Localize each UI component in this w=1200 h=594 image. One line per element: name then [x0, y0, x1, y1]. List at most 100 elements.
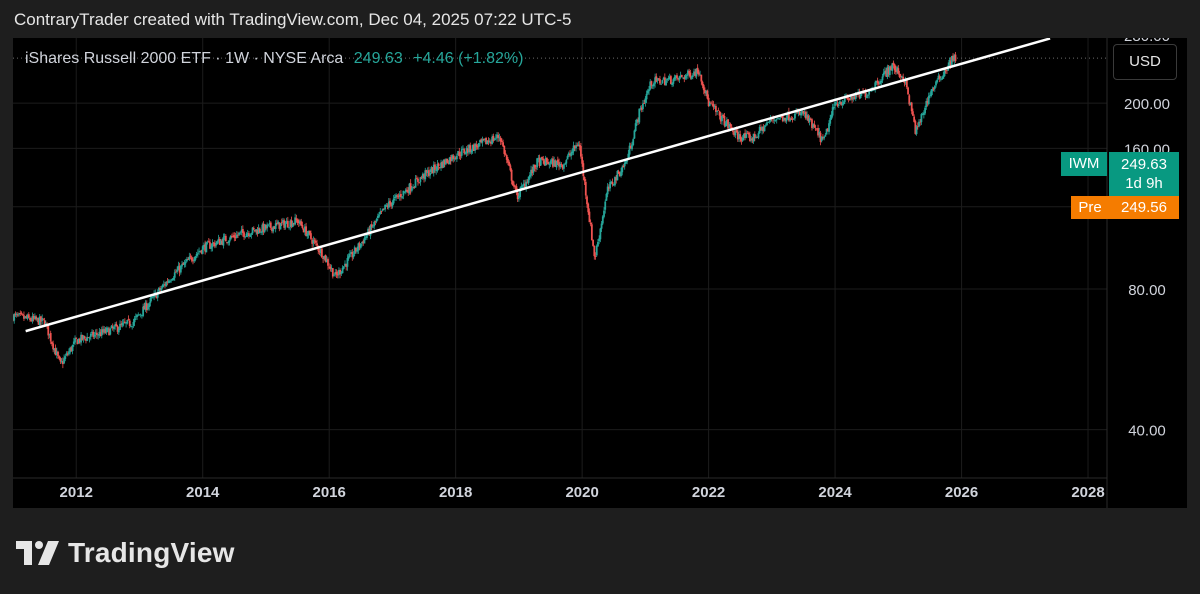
trendline[interactable]	[25, 38, 1051, 333]
candle-body	[108, 328, 110, 336]
candle-body	[524, 183, 526, 188]
candle-body	[127, 319, 130, 321]
candle-body	[798, 111, 801, 115]
candle-body	[775, 119, 778, 121]
candle-body	[150, 297, 153, 298]
candle-body	[60, 361, 63, 362]
candle-body	[227, 241, 230, 243]
candle-body	[932, 88, 935, 90]
candle-body	[690, 77, 693, 79]
candle-body	[927, 95, 930, 105]
candle-body	[138, 314, 141, 316]
candle-body	[223, 236, 226, 238]
candle-body	[498, 137, 501, 139]
candle-body	[652, 83, 655, 87]
candle-body	[948, 59, 951, 67]
candle-body	[171, 279, 174, 281]
candle-body	[621, 166, 624, 173]
candle-body	[234, 236, 237, 239]
x-tick-label: 2012	[60, 484, 93, 501]
candle-body	[445, 159, 447, 165]
candle-body	[280, 222, 283, 223]
candle-body	[661, 80, 664, 84]
candle-body	[837, 104, 840, 106]
candle-body	[643, 103, 646, 104]
candle-body	[503, 145, 506, 154]
candle-body	[550, 159, 553, 162]
candle-body	[880, 80, 883, 83]
candle-body	[277, 221, 280, 225]
candle-body	[533, 164, 536, 168]
candle-body	[828, 123, 830, 132]
candle-body	[385, 205, 388, 207]
candle-body	[48, 333, 51, 335]
chart-canvas[interactable]: 280.00200.00160.00120.0080.0040.00201220…	[13, 38, 1187, 508]
candle-body	[713, 106, 716, 108]
candle-body	[286, 220, 289, 228]
candle-body	[704, 89, 706, 94]
candle-body	[807, 115, 810, 122]
candle-body	[94, 332, 97, 334]
candle-body	[80, 334, 83, 343]
candle-body	[155, 293, 158, 299]
candle-body	[217, 238, 220, 242]
candle-body	[732, 130, 734, 132]
candle-body	[409, 183, 412, 191]
candle-body	[655, 76, 658, 82]
candle-body	[454, 157, 457, 159]
candle-body	[570, 152, 573, 156]
candle-body	[446, 158, 449, 163]
candle-body	[564, 163, 567, 165]
candle-body	[128, 320, 131, 326]
candle-body	[615, 177, 618, 181]
candle-body	[768, 121, 771, 122]
candle-body	[762, 126, 765, 132]
candle-body	[708, 102, 711, 106]
candle-body	[122, 322, 125, 324]
candle-body	[162, 284, 165, 286]
candle-body	[662, 77, 665, 80]
candle-body	[252, 228, 255, 230]
candle-body	[817, 128, 819, 136]
candle-body	[36, 317, 39, 319]
candle-body	[573, 145, 576, 149]
candle-body	[611, 181, 614, 185]
candle-body	[724, 123, 727, 127]
ticker-tag: IWM	[1061, 152, 1107, 176]
candle-body	[750, 139, 753, 141]
candle-body	[680, 75, 683, 77]
candle-body	[268, 223, 271, 225]
pre-market-price: 249.56	[1109, 196, 1179, 219]
candle-body	[746, 133, 749, 134]
candle-body	[679, 75, 682, 78]
candle-body	[358, 243, 361, 248]
candle-body	[589, 222, 592, 225]
x-tick-label: 2026	[945, 484, 978, 501]
candle-body	[19, 313, 22, 314]
tradingview-logo: TradingView	[16, 536, 235, 570]
candle-body	[885, 70, 888, 77]
candle-body	[631, 144, 633, 150]
candle-body	[469, 145, 472, 152]
candle-body	[308, 230, 311, 234]
candle-body	[528, 174, 531, 178]
candle-body	[628, 145, 631, 155]
legend-symbol: iShares Russell 2000 ETF · 1W · NYSE Arc…	[25, 50, 344, 67]
candle-body	[468, 144, 470, 153]
candle-body	[910, 102, 913, 112]
currency-button[interactable]: USD	[1113, 44, 1177, 80]
candle-body	[74, 338, 76, 343]
candle-body	[606, 186, 609, 195]
candle-body	[542, 158, 545, 161]
candle-body	[571, 151, 574, 154]
candle-body	[583, 177, 586, 182]
candle-body	[868, 91, 871, 95]
candle-body	[158, 287, 160, 292]
candle-body	[319, 249, 322, 254]
chart-panel[interactable]: 280.00200.00160.00120.0080.0040.00201220…	[13, 38, 1187, 508]
candle-body	[330, 268, 333, 270]
candle-body	[673, 76, 676, 80]
candle-body	[312, 240, 315, 244]
candle-body	[245, 233, 248, 237]
candle-body	[435, 170, 438, 172]
